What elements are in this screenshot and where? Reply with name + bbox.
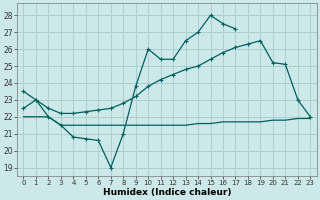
X-axis label: Humidex (Indice chaleur): Humidex (Indice chaleur) <box>103 188 231 197</box>
